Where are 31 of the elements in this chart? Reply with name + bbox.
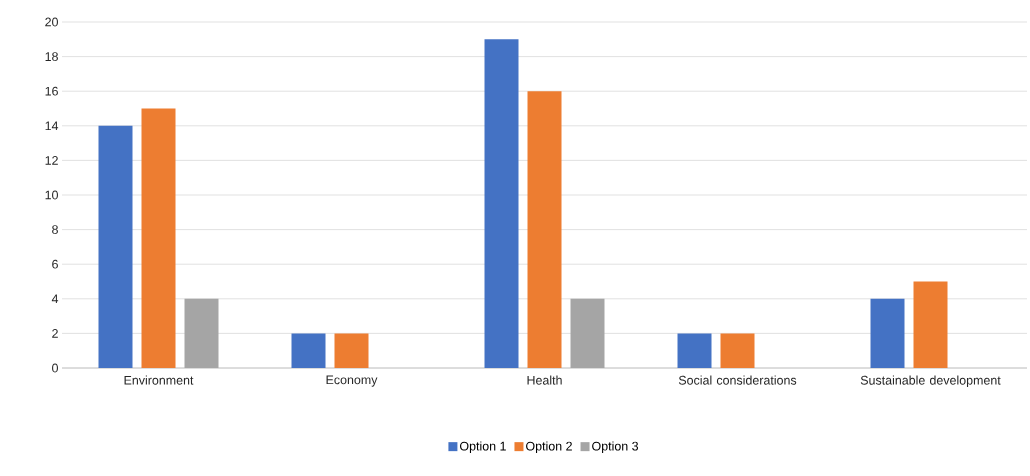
x-tick-label: Social considerations [678, 375, 797, 385]
x-tick-label: Economy [326, 375, 378, 387]
y-tick-label: 0 [52, 363, 58, 373]
x-tick-label: Health [527, 375, 562, 385]
bar [141, 108, 176, 368]
bar [570, 298, 605, 368]
y-tick-label: 12 [45, 156, 58, 165]
y-tick-label: 2 [52, 329, 58, 338]
bar [677, 333, 712, 368]
legend-label: Option 1 [459, 441, 506, 453]
y-tick-label: 20 [45, 17, 58, 27]
y-tick-label: 4 [51, 294, 59, 304]
y-tick-label: 16 [45, 86, 58, 96]
bar [870, 298, 905, 368]
bar [98, 125, 133, 368]
y-tick-label: 18 [45, 52, 58, 62]
x-tick-label: Sustainable development [860, 375, 1001, 388]
bar [334, 333, 369, 368]
x-tick-label: Environment [124, 375, 194, 385]
bar [184, 298, 219, 368]
bar [484, 39, 519, 368]
y-tick-label: 14 [45, 121, 59, 131]
y-tick-label: 8 [52, 225, 58, 235]
bar [527, 91, 562, 368]
bar [913, 281, 948, 368]
bar [720, 333, 755, 368]
y-tick-label: 6 [52, 259, 58, 269]
legend-label: Option 3 [592, 441, 639, 453]
legend-label: Option 2 [526, 441, 572, 453]
y-tick-label: 10 [45, 190, 58, 200]
bar [291, 333, 326, 368]
